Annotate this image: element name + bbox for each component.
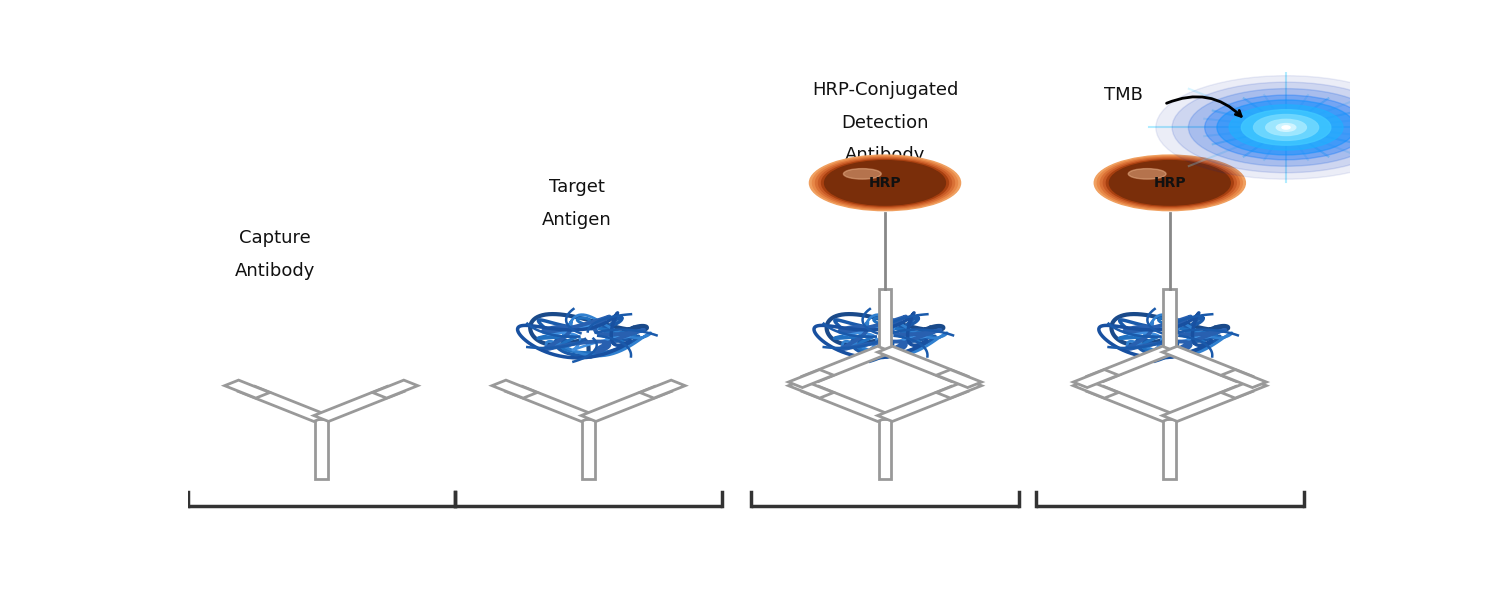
- Polygon shape: [492, 380, 537, 398]
- Ellipse shape: [1098, 156, 1242, 209]
- Ellipse shape: [810, 155, 960, 211]
- Polygon shape: [878, 346, 966, 382]
- Text: HRP: HRP: [1154, 176, 1186, 190]
- Text: Antibody: Antibody: [844, 146, 926, 164]
- Polygon shape: [582, 419, 596, 479]
- Circle shape: [1216, 100, 1354, 155]
- Ellipse shape: [825, 161, 945, 205]
- Polygon shape: [240, 386, 328, 421]
- Polygon shape: [878, 386, 966, 421]
- Circle shape: [1156, 76, 1416, 179]
- Circle shape: [1228, 105, 1342, 150]
- Text: TMB: TMB: [1104, 86, 1143, 104]
- Polygon shape: [372, 380, 419, 398]
- Polygon shape: [879, 419, 891, 479]
- Ellipse shape: [1101, 157, 1239, 208]
- Text: Capture: Capture: [238, 229, 310, 247]
- Polygon shape: [1221, 370, 1266, 388]
- Ellipse shape: [1107, 160, 1233, 206]
- Polygon shape: [936, 370, 981, 388]
- Polygon shape: [314, 386, 402, 421]
- Circle shape: [1266, 119, 1306, 136]
- Text: Antibody: Antibody: [234, 262, 315, 280]
- Polygon shape: [1164, 419, 1176, 479]
- Polygon shape: [804, 386, 892, 421]
- Ellipse shape: [1104, 158, 1236, 208]
- Ellipse shape: [816, 157, 954, 208]
- Polygon shape: [640, 380, 686, 398]
- Polygon shape: [1072, 380, 1119, 398]
- Ellipse shape: [819, 158, 951, 208]
- Polygon shape: [936, 380, 981, 398]
- Polygon shape: [1162, 386, 1251, 421]
- Polygon shape: [1221, 380, 1266, 398]
- Text: Target: Target: [549, 179, 604, 196]
- Polygon shape: [315, 419, 327, 479]
- Circle shape: [1254, 115, 1318, 140]
- Circle shape: [1204, 95, 1368, 160]
- Polygon shape: [789, 370, 834, 388]
- Polygon shape: [1089, 346, 1178, 382]
- Text: HRP-Conjugated: HRP-Conjugated: [812, 82, 958, 100]
- Polygon shape: [225, 380, 270, 398]
- Circle shape: [1188, 89, 1383, 166]
- Polygon shape: [507, 386, 596, 421]
- Circle shape: [1242, 110, 1330, 145]
- Ellipse shape: [843, 169, 880, 179]
- Circle shape: [1282, 126, 1290, 129]
- Polygon shape: [1164, 289, 1176, 349]
- Text: Detection: Detection: [842, 114, 928, 132]
- Polygon shape: [1072, 370, 1119, 388]
- Polygon shape: [879, 289, 891, 349]
- Circle shape: [1276, 124, 1296, 131]
- Ellipse shape: [1094, 155, 1245, 211]
- Polygon shape: [1089, 386, 1178, 421]
- Text: HRP: HRP: [868, 176, 901, 190]
- Polygon shape: [1162, 346, 1251, 382]
- Text: Antigen: Antigen: [542, 211, 612, 229]
- Ellipse shape: [822, 160, 948, 206]
- Polygon shape: [789, 380, 834, 398]
- Ellipse shape: [1128, 169, 1166, 179]
- Ellipse shape: [1110, 161, 1230, 205]
- Polygon shape: [804, 346, 892, 382]
- Circle shape: [1172, 82, 1400, 173]
- Polygon shape: [580, 386, 670, 421]
- Ellipse shape: [813, 156, 957, 209]
